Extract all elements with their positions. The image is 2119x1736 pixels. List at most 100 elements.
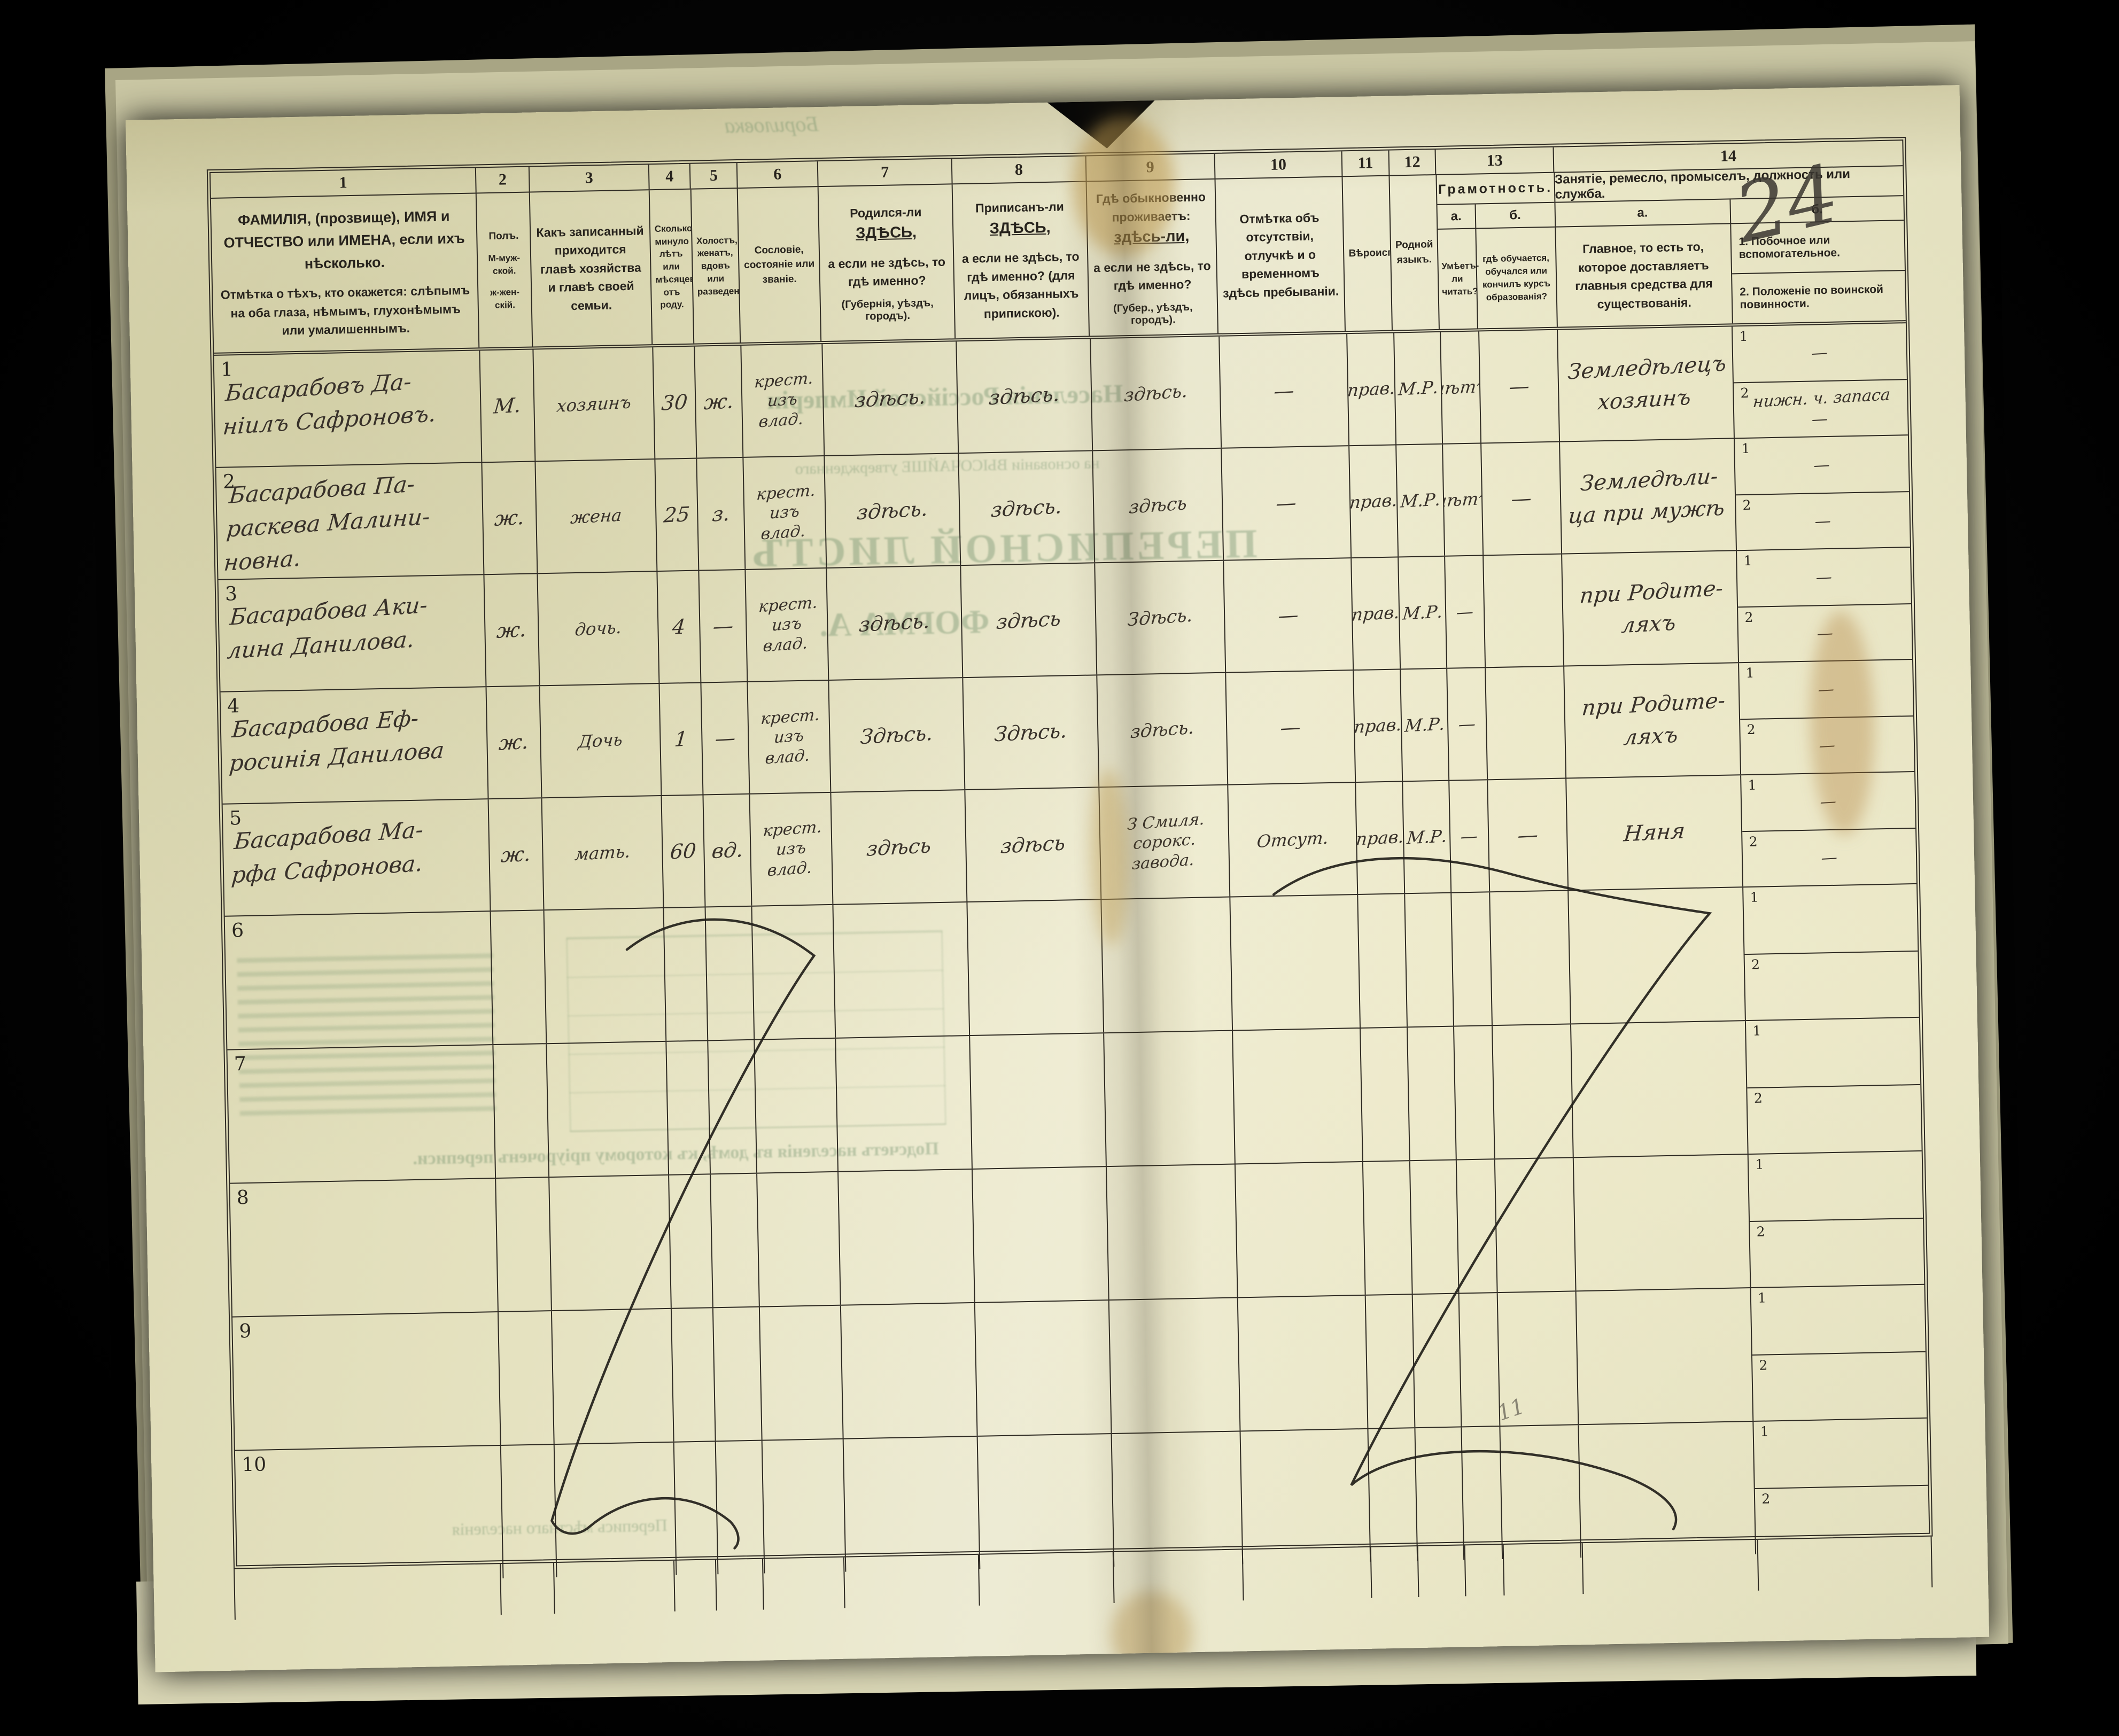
- header-occupation-group: Занятіе, ремесло, промыселъ, должность и…: [1554, 166, 1906, 327]
- absence-entry: —: [1272, 378, 1295, 403]
- absence-entry: —: [1279, 715, 1302, 740]
- header-relation: Какъ записанный приходится главѣ хозяйст…: [530, 190, 653, 347]
- reads-entry: —: [1460, 826, 1479, 847]
- estate-entry: крест. изъ влад.: [760, 705, 821, 768]
- age-entry: 25: [662, 502, 691, 527]
- registration-entry: Здѣсь.: [993, 719, 1068, 746]
- header-main-occupation: Главное, то есть то, которое доставляетъ…: [1555, 224, 1733, 327]
- census-sheet-paper: Бориловка Населенія Россійской Имперіи н…: [126, 85, 1990, 1672]
- name-entry: Басарабова Аки-лина Данилова.: [226, 591, 429, 664]
- education-entry: —: [1516, 822, 1539, 847]
- birthplace-entry: здѣсь.: [858, 609, 931, 637]
- language-entry: М.Р.: [1397, 377, 1439, 400]
- marital-entry: з.: [711, 501, 731, 526]
- header-registration: Приписанъ-ли ЗДѢСЬ, а если не здѣсь, то …: [952, 182, 1090, 339]
- military-status-entry: —: [1814, 511, 1832, 531]
- col-num-10: 10: [1215, 151, 1343, 178]
- education-entry: [1484, 555, 1564, 667]
- reads-entry: нѣтъ: [1441, 376, 1482, 399]
- col-num-11: 11: [1342, 150, 1390, 176]
- header-residence: Гдѣ обыкновенно проживаетъ: здѣсь-ли, а …: [1086, 179, 1218, 336]
- letter-13a: а.: [1437, 204, 1477, 229]
- registration-entry: здѣсь.: [990, 494, 1063, 522]
- col-num-6: 6: [737, 161, 819, 188]
- relation-entry: Дочь: [577, 729, 624, 752]
- col-num-1: 1: [210, 168, 477, 198]
- estate-entry: крест. изъ влад.: [754, 369, 814, 432]
- military-status-entry: —: [1818, 735, 1836, 756]
- header-age: Сколько минуло лѣтъ или мѣсяцевъ отъ род…: [649, 189, 694, 345]
- language-entry: М.Р.: [1403, 713, 1446, 736]
- marital-entry: вд.: [710, 838, 744, 863]
- residence-entry: здѣсь.: [1123, 380, 1189, 407]
- name-entry: Басарабовъ Да-ніилъ Сафроновъ.: [222, 368, 437, 440]
- birthplace-entry: здѣсь.: [853, 385, 927, 412]
- reads-entry: —: [1457, 713, 1477, 735]
- header-language: Родной языкъ.: [1390, 175, 1440, 330]
- col-num-8: 8: [952, 156, 1087, 184]
- military-status-entry: —: [1816, 623, 1834, 643]
- relation-entry: жена: [569, 504, 623, 528]
- header-absence: Отмѣтка объ отсутствіи, отлучкѣ и о врем…: [1215, 177, 1346, 333]
- col-num-2: 2: [476, 167, 530, 193]
- col-num-7: 7: [818, 159, 953, 186]
- occupation-entry: Земледѣли-ца при мужѣ: [1567, 464, 1726, 529]
- side-occupation-entry: —: [1817, 679, 1835, 699]
- header-name: ФАМИЛІЯ, (прозвище), ИМЯ и ОТЧЕСТВО или …: [211, 193, 480, 353]
- header-estate: Сословіе, состояніе или званіе.: [738, 187, 822, 342]
- letter-14a: а.: [1555, 199, 1731, 227]
- age-entry: 60: [669, 838, 697, 864]
- faith-entry: прав.: [1347, 377, 1396, 401]
- relation-entry: хозяинъ: [555, 392, 632, 417]
- marital-entry: ж.: [703, 389, 735, 415]
- sex-entry: ж.: [493, 505, 525, 531]
- occupation-entry: при Родите-ляхъ: [1579, 576, 1725, 639]
- header-faith: Вѣроисповѣданіе.: [1342, 176, 1393, 331]
- birthplace-entry: здѣсь: [865, 834, 932, 861]
- faith-entry: прав.: [1349, 489, 1399, 513]
- language-entry: М.Р.: [1399, 489, 1441, 512]
- header-education: гдѣ обучается, обучался или кончилъ курс…: [1482, 253, 1551, 302]
- residence-entry: здѣсь: [1128, 492, 1187, 518]
- side-occupation-entry: —: [1813, 455, 1831, 475]
- spine-notch: [1034, 98, 1169, 150]
- col-num-12: 12: [1389, 149, 1437, 175]
- marital-entry: —: [711, 613, 734, 639]
- name-entry: Басарабова Па-раскева Малини-новна.: [222, 470, 431, 576]
- estate-entry: крест. изъ влад.: [758, 593, 819, 656]
- birthplace-entry: здѣсь.: [856, 496, 929, 525]
- letter-13b: б.: [1509, 207, 1522, 223]
- registration-entry: здѣсь: [995, 606, 1062, 634]
- col-num-4: 4: [649, 164, 692, 190]
- education-entry: —: [1510, 486, 1533, 511]
- age-entry: 30: [660, 390, 689, 415]
- marital-entry: —: [713, 726, 736, 751]
- header-literacy-group: Грамотность. а. б. Умѣетъ-ли читать? гдѣ…: [1437, 173, 1558, 329]
- education-entry: [1486, 666, 1566, 779]
- military-status-entry: —: [1820, 847, 1838, 868]
- absence-entry: —: [1277, 603, 1300, 628]
- residence-entry: Здѣсь.: [1127, 604, 1193, 631]
- faith-entry: прав.: [1354, 714, 1403, 737]
- sex-entry: ж.: [495, 617, 528, 643]
- occupation-entry: Земледѣлецъ хозяинъ: [1567, 351, 1728, 415]
- col-num-13: 13: [1435, 147, 1555, 174]
- header-marital: Холостъ, женатъ, вдовъ или разведенъ.: [691, 189, 741, 344]
- reads-entry: нѣтъ: [1443, 488, 1484, 511]
- name-entry: Басарабова Ма-рфа Сафронова.: [230, 816, 424, 889]
- estate-entry: крест. изъ влад.: [762, 818, 823, 881]
- education-entry: —: [1508, 373, 1531, 399]
- header-birthplace: Родился-ли ЗДѢСЬ, а если не здѣсь, то гд…: [819, 184, 956, 341]
- sex-entry: ж.: [500, 842, 532, 867]
- absence-entry: —: [1275, 491, 1298, 516]
- language-entry: М.Р.: [1406, 826, 1448, 848]
- sex-entry: ж.: [498, 729, 530, 755]
- registration-entry: здѣсь.: [988, 382, 1061, 410]
- residence-entry: здѣсь.: [1129, 717, 1195, 743]
- age-entry: 1: [673, 727, 689, 751]
- military-status-entry: нижн. ч. запаса —: [1752, 385, 1891, 430]
- faith-entry: прав.: [1352, 602, 1401, 625]
- occupation-entry: Няня: [1623, 819, 1687, 847]
- residence-entry: З Смиля. сорокс. завода.: [1126, 809, 1205, 874]
